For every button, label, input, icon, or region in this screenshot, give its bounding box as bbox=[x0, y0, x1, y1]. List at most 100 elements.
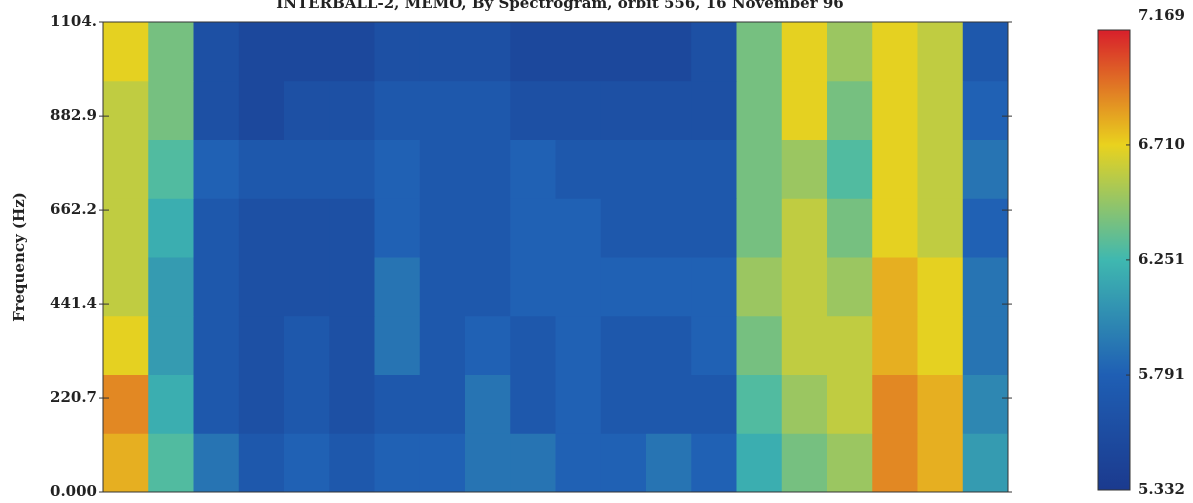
heatmap-cell bbox=[193, 198, 240, 258]
heatmap-cell bbox=[736, 257, 783, 317]
heatmap-cell bbox=[827, 139, 873, 199]
heatmap-cell bbox=[691, 198, 737, 258]
heatmap-cell bbox=[510, 433, 556, 493]
heatmap-cell bbox=[781, 198, 828, 258]
heatmap-cell bbox=[736, 139, 783, 199]
heatmap-cell bbox=[329, 257, 375, 317]
heatmap-cell bbox=[103, 80, 149, 140]
heatmap-cell bbox=[238, 198, 285, 258]
heatmap-cell bbox=[238, 433, 285, 493]
heatmap-cell bbox=[465, 433, 511, 493]
heatmap-cell bbox=[103, 22, 149, 82]
heatmap-cell bbox=[238, 80, 285, 140]
heatmap-cell bbox=[646, 198, 692, 258]
heatmap-cell bbox=[872, 315, 918, 375]
heatmap-cell bbox=[827, 374, 873, 434]
heatmap-cell bbox=[736, 22, 783, 82]
colorbar-tick-label: 5.791 bbox=[1138, 365, 1185, 383]
heatmap-cell bbox=[962, 315, 1009, 375]
heatmap-cell bbox=[917, 198, 964, 258]
heatmap-cell bbox=[691, 139, 737, 199]
heatmap-cell bbox=[148, 139, 194, 199]
heatmap-cell bbox=[284, 433, 330, 493]
heatmap-cell bbox=[238, 22, 285, 82]
heatmap-cell bbox=[962, 374, 1009, 434]
heatmap-cell bbox=[600, 80, 647, 140]
colorbar bbox=[1097, 29, 1131, 491]
heatmap-cell bbox=[736, 315, 783, 375]
y-tick-label: 220.7 bbox=[50, 388, 97, 406]
heatmap-cell bbox=[600, 198, 647, 258]
heatmap-cell bbox=[872, 22, 918, 82]
heatmap-cell bbox=[600, 315, 647, 375]
heatmap-cell bbox=[510, 257, 556, 317]
plot-frame bbox=[102, 21, 1009, 493]
heatmap-cell bbox=[374, 374, 421, 434]
heatmap-cell bbox=[872, 433, 918, 493]
heatmap-cell bbox=[781, 80, 828, 140]
heatmap-cell bbox=[600, 433, 647, 493]
heatmap-cell bbox=[962, 198, 1009, 258]
heatmap-cell bbox=[284, 257, 330, 317]
heatmap-cell bbox=[374, 139, 421, 199]
chart-title: INTERBALL-2, MEMO, By Spectrogram, orbit… bbox=[276, 0, 843, 12]
heatmap-cell bbox=[419, 80, 466, 140]
heatmap-cell bbox=[193, 374, 240, 434]
heatmap-cell bbox=[148, 374, 194, 434]
heatmap-cell bbox=[193, 139, 240, 199]
heatmap-cell bbox=[646, 22, 692, 82]
heatmap-cell bbox=[736, 433, 783, 493]
heatmap-cell bbox=[329, 80, 375, 140]
y-axis-label: Frequency (Hz) bbox=[10, 192, 28, 322]
heatmap-cell bbox=[148, 80, 194, 140]
heatmap-cell bbox=[646, 139, 692, 199]
heatmap-cell bbox=[148, 22, 194, 82]
heatmap-cell bbox=[510, 139, 556, 199]
heatmap-cell bbox=[691, 22, 737, 82]
heatmap-cell bbox=[148, 315, 194, 375]
colorbar-tick-label: 5.332 bbox=[1138, 480, 1185, 498]
heatmap-cell bbox=[555, 374, 602, 434]
heatmap-cell bbox=[284, 198, 330, 258]
heatmap-cell bbox=[419, 22, 466, 82]
heatmap-cell bbox=[419, 315, 466, 375]
heatmap-cell bbox=[962, 139, 1009, 199]
heatmap-cell bbox=[284, 22, 330, 82]
heatmap-cell bbox=[827, 433, 873, 493]
heatmap-cell bbox=[736, 198, 783, 258]
heatmap-cell bbox=[374, 257, 421, 317]
heatmap-cell bbox=[917, 257, 964, 317]
heatmap-cell bbox=[193, 22, 240, 82]
heatmap-cell bbox=[646, 433, 692, 493]
heatmap-cell bbox=[827, 315, 873, 375]
heatmap-cell bbox=[962, 257, 1009, 317]
heatmap-cell bbox=[510, 198, 556, 258]
heatmap-cell bbox=[962, 22, 1009, 82]
heatmap-cell bbox=[736, 374, 783, 434]
heatmap-cell bbox=[465, 22, 511, 82]
heatmap-cell bbox=[600, 257, 647, 317]
heatmap-cell bbox=[374, 80, 421, 140]
heatmap-cell bbox=[872, 374, 918, 434]
heatmap-cell bbox=[691, 257, 737, 317]
heatmap-cell bbox=[600, 374, 647, 434]
heatmap-cell bbox=[374, 433, 421, 493]
heatmap-cell bbox=[781, 315, 828, 375]
heatmap-cell bbox=[103, 198, 149, 258]
y-tick-label: 882.9 bbox=[50, 106, 97, 124]
heatmap-cell bbox=[103, 257, 149, 317]
heatmap-cell bbox=[284, 139, 330, 199]
heatmap-cell bbox=[510, 315, 556, 375]
heatmap-cell bbox=[917, 139, 964, 199]
heatmap-cell bbox=[238, 374, 285, 434]
heatmap-cell bbox=[419, 139, 466, 199]
heatmap-cell bbox=[917, 374, 964, 434]
heatmap-cell bbox=[329, 139, 375, 199]
colorbar-tick-label: 7.169 bbox=[1138, 6, 1185, 24]
heatmap-cell bbox=[917, 433, 964, 493]
heatmap-cell bbox=[827, 257, 873, 317]
heatmap-cell bbox=[872, 198, 918, 258]
heatmap-cell bbox=[329, 22, 375, 82]
heatmap-cell bbox=[103, 374, 149, 434]
